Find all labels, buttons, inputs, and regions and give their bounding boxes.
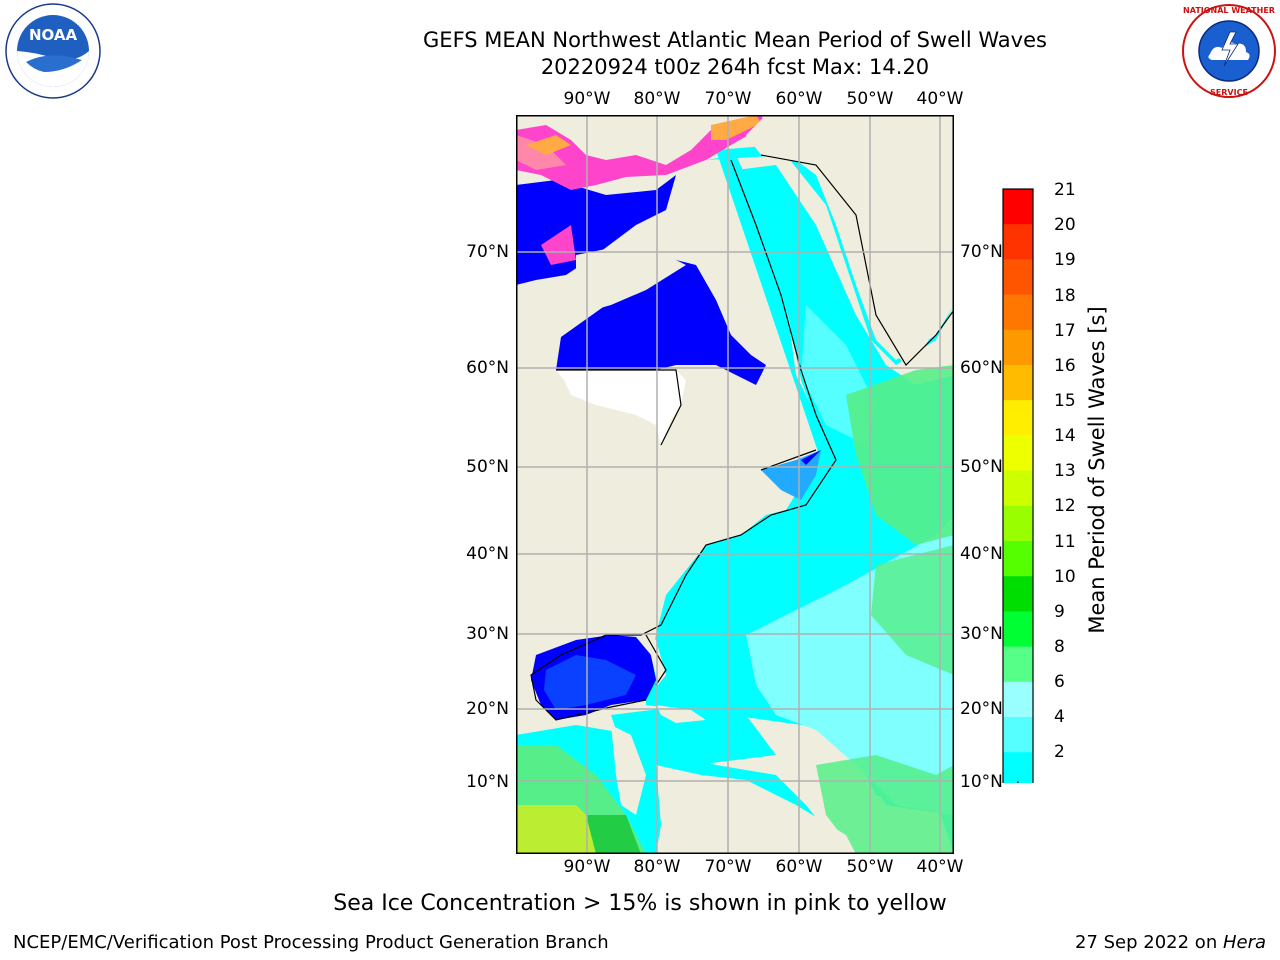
south-america <box>656 765 856 854</box>
colorbar-tick-label: 19 <box>1054 250 1076 270</box>
svg-text:NOAA: NOAA <box>29 26 78 44</box>
colorbar-swatch <box>1003 646 1033 683</box>
colorbar-tick-label: 10 <box>1054 567 1076 587</box>
greenland <box>746 115 954 365</box>
lon-tick-top: 70°W <box>704 89 752 109</box>
colorbar-tick-label: 18 <box>1054 286 1076 306</box>
noaa-logo: NOAA <box>4 2 102 100</box>
lon-tick-bottom: 40°W <box>916 857 964 877</box>
florida <box>646 635 666 685</box>
colorbar <box>1002 188 1034 824</box>
colorbar-swatch <box>1003 365 1033 401</box>
sea-ice-caption: Sea Ice Concentration > 15% is shown in … <box>333 891 947 916</box>
lon-tick-top: 60°W <box>775 89 823 109</box>
colorbar-tick-label: 16 <box>1054 356 1076 376</box>
lon-tick-bottom: 50°W <box>846 857 894 877</box>
colorbar-swatch <box>1003 470 1033 507</box>
colorbar-swatch <box>1003 329 1033 366</box>
lat-tick-left: 60°N <box>466 358 509 378</box>
colorbar-swatch <box>1003 259 1033 296</box>
lat-tick-right: 60°N <box>960 358 1003 378</box>
map-panel <box>516 115 954 854</box>
colorbar-swatch <box>1003 541 1033 577</box>
colorbar-swatch <box>1003 611 1033 648</box>
lat-tick-left: 40°N <box>466 544 509 564</box>
colorbar-tick-label: 12 <box>1054 496 1076 516</box>
lat-tick-right: 50°N <box>960 457 1003 477</box>
graticule <box>516 115 954 854</box>
colorbar-swatch <box>1003 681 1033 718</box>
footer-date: 27 Sep 2022 on Hera <box>1075 932 1266 954</box>
lon-tick-top: 40°W <box>916 89 964 109</box>
colorbar-tick-label: 14 <box>1054 426 1076 446</box>
colorbar-tick-label: 2 <box>1054 742 1065 762</box>
lon-tick-bottom: 80°W <box>633 857 681 877</box>
lat-tick-right: 20°N <box>960 699 1003 719</box>
central-america <box>611 725 646 815</box>
colorbar-swatch <box>1003 400 1033 436</box>
colorbar-tick-label: 15 <box>1054 391 1076 411</box>
colorbar-swatch <box>1003 435 1033 472</box>
lon-tick-bottom: 60°W <box>775 857 823 877</box>
colorbar-tick-label: 8 <box>1054 637 1065 657</box>
svg-text:SERVICE: SERVICE <box>1210 88 1248 97</box>
lon-tick-top: 90°W <box>563 89 611 109</box>
colorbar-tick-label: 21 <box>1054 180 1076 200</box>
footer-host: Hera <box>1222 932 1266 953</box>
lat-tick-left: 70°N <box>466 242 509 262</box>
baffin-land <box>576 245 686 315</box>
colorbar-tick-label: 20 <box>1054 215 1076 235</box>
lon-tick-bottom: 70°W <box>704 857 752 877</box>
colorbar-swatch <box>1003 576 1033 612</box>
lat-tick-right: 40°N <box>960 544 1003 564</box>
colorbar-tick-label: 6 <box>1054 672 1065 692</box>
colorbar-title: Mean Period of Swell Waves [s] <box>1085 306 1109 634</box>
svg-text:NATIONAL WEATHER: NATIONAL WEATHER <box>1183 6 1275 15</box>
lat-tick-right: 30°N <box>960 624 1003 644</box>
lat-tick-right: 70°N <box>960 242 1003 262</box>
map-subtitle: 20220924 t00z 264h fcst Max: 14.20 <box>540 55 930 79</box>
colorbar-tick-label: 4 <box>1054 707 1065 727</box>
colorbar-tick-label: 17 <box>1054 321 1076 341</box>
lat-tick-right: 10°N <box>960 772 1003 792</box>
lat-tick-left: 10°N <box>466 772 509 792</box>
colorbar-swatch <box>1003 294 1033 331</box>
nws-logo: NATIONAL WEATHER SERVICE <box>1180 2 1278 100</box>
footer-branch: NCEP/EMC/Verification Post Processing Pr… <box>13 932 609 953</box>
colorbar-tick-label: 11 <box>1054 532 1076 552</box>
footer-date-text: 27 Sep 2022 on <box>1075 932 1223 953</box>
colorbar-tick-label: 9 <box>1054 602 1065 622</box>
hudson-bay <box>556 255 766 385</box>
lon-tick-top: 80°W <box>633 89 681 109</box>
lat-tick-left: 50°N <box>466 457 509 477</box>
colorbar-swatch <box>1003 717 1033 753</box>
lat-tick-left: 30°N <box>466 624 509 644</box>
map-title: GEFS MEAN Northwest Atlantic Mean Period… <box>423 28 1047 52</box>
colorbar-swatch <box>1003 224 1033 260</box>
colorbar-swatch <box>1003 752 1033 788</box>
colorbar-tick-label: 13 <box>1054 461 1076 481</box>
lon-tick-top: 50°W <box>846 89 894 109</box>
colorbar-swatch <box>1003 189 1033 225</box>
colorbar-swatch <box>1003 505 1033 542</box>
lat-tick-left: 20°N <box>466 699 509 719</box>
lon-tick-bottom: 90°W <box>563 857 611 877</box>
